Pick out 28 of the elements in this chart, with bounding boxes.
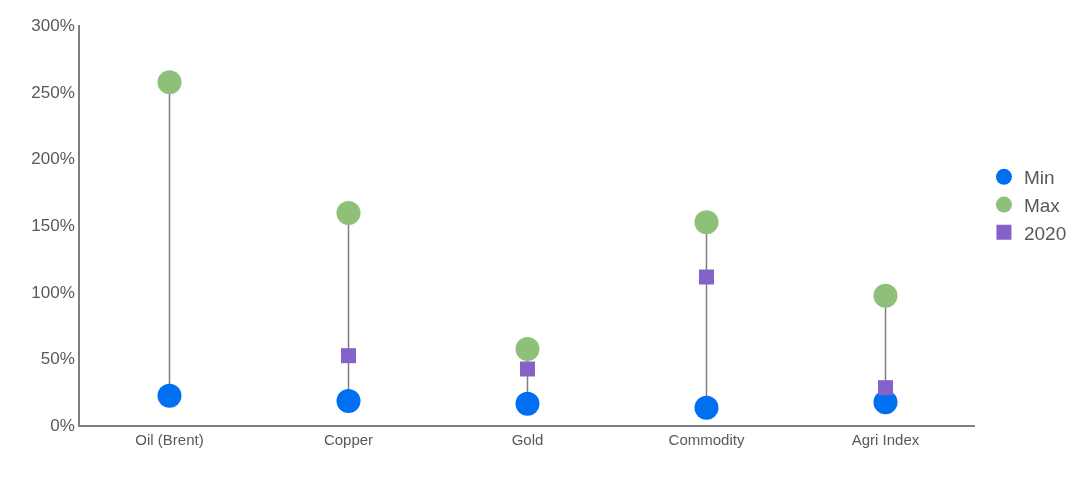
- point: [694, 210, 719, 235]
- legend-label: 2020: [1023, 222, 1067, 244]
- y-tick-label: 250%: [31, 82, 75, 102]
- legend-label: Min: [1023, 167, 1055, 189]
- point: [336, 201, 361, 225]
- point: [515, 391, 540, 416]
- y-tick-label: 50%: [40, 349, 75, 369]
- point: [694, 395, 719, 420]
- point: [520, 361, 535, 377]
- point: [341, 348, 356, 364]
- x-tick-label: Copper: [323, 430, 374, 448]
- point: [157, 383, 182, 408]
- point: [157, 70, 182, 95]
- point: [515, 337, 540, 361]
- y-tick-label: 300%: [31, 15, 75, 35]
- x-tick-label: Gold: [511, 430, 544, 448]
- y-tick-label: 0%: [50, 415, 75, 435]
- point: [873, 283, 898, 308]
- x-tick-label: Oil (Brent): [135, 430, 204, 448]
- y-tick-label: 100%: [31, 282, 75, 302]
- legend-label: Max: [1023, 194, 1061, 216]
- x-tick-label: Commodity: [668, 430, 745, 448]
- x-tick-label: Agri Index: [851, 430, 920, 448]
- point: [699, 269, 714, 285]
- y-tick-label: 200%: [31, 149, 75, 169]
- point: [336, 389, 361, 413]
- y-tick-label: 150%: [31, 215, 75, 235]
- point: [878, 380, 893, 396]
